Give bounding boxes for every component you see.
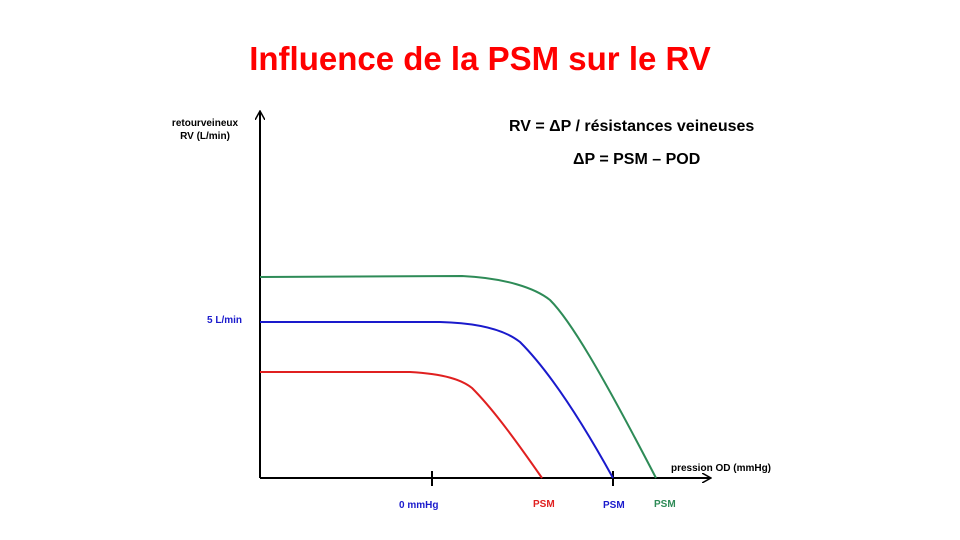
curve-normal-psm xyxy=(260,321,614,479)
x-tick-label-zero: 0 mmHg xyxy=(399,500,439,511)
equation-pressure-gradient: ΔP = PSM – POD xyxy=(573,151,701,168)
y-axis-label-line2: RV (L/min) xyxy=(180,131,230,142)
psm-label-blue: PSM xyxy=(603,500,625,511)
y-axis-label: retourveineux RV (L/min) xyxy=(160,117,250,143)
y-axis-label-line1: retourveineux xyxy=(171,118,239,129)
y-tick-label: 5 L/min xyxy=(207,315,243,326)
curve-low-psm xyxy=(260,371,543,479)
x-axis-label: pression OD (mmHg) xyxy=(671,463,772,474)
psm-label-green: PSM xyxy=(654,499,676,510)
curve-high-psm xyxy=(259,274,657,479)
slide-title: Influence de la PSM sur le RV xyxy=(249,40,711,77)
psm-label-red: PSM xyxy=(533,499,555,510)
equation-venous-return: RV = ΔP / résistances veineuses xyxy=(509,118,755,135)
